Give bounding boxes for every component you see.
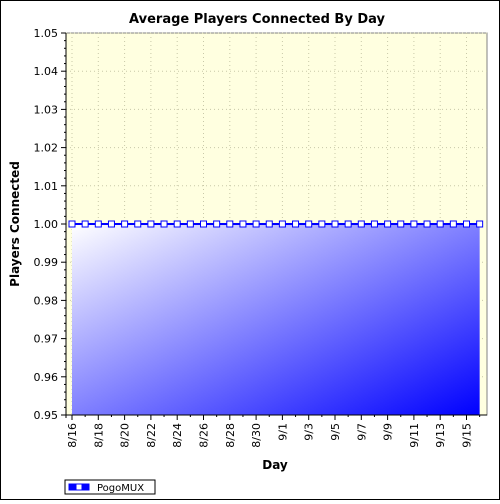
data-point	[305, 220, 313, 228]
data-point	[318, 220, 326, 228]
x-tick-label: 9/7	[355, 423, 368, 441]
y-tick-label: 0.97	[34, 333, 59, 346]
data-point	[436, 220, 444, 228]
y-tick-label: 1.01	[34, 180, 59, 193]
data-point	[449, 220, 457, 228]
y-tick-label: 0.96	[34, 371, 59, 384]
x-tick-label: 9/3	[303, 423, 316, 441]
x-tick-label: 8/24	[171, 423, 184, 448]
data-point	[94, 220, 102, 228]
x-tick-label: 9/13	[434, 423, 447, 448]
data-point	[292, 220, 300, 228]
series-area	[72, 224, 480, 415]
legend-swatch-marker	[75, 483, 83, 491]
x-tick-label: 8/16	[66, 423, 79, 448]
data-point	[160, 220, 168, 228]
x-tick-label: 8/26	[198, 423, 211, 448]
chart-title: Average Players Connected By Day	[129, 12, 385, 27]
x-axis: 8/16 8/18 8/20 8/22 8/24 8/26 8/28 8/30 9/1 9/3 9/…	[66, 414, 487, 448]
data-point	[278, 220, 286, 228]
data-point	[173, 220, 181, 228]
data-point	[397, 220, 405, 228]
x-tick-label: 8/18	[92, 423, 105, 448]
data-point	[357, 220, 365, 228]
x-tick-label: 9/11	[408, 423, 421, 448]
data-point	[121, 220, 129, 228]
y-tick-label: 1.03	[34, 103, 59, 116]
y-tick-label: 1.04	[34, 65, 59, 78]
data-point	[265, 220, 273, 228]
x-tick-label: 8/22	[145, 423, 158, 448]
data-point	[213, 220, 221, 228]
data-point	[252, 220, 260, 228]
legend: PogoMUX	[64, 479, 156, 495]
data-point	[134, 220, 142, 228]
legend-swatch-pogomux	[68, 483, 90, 491]
legend-label-pogomux: PogoMUX	[97, 483, 144, 494]
data-point	[331, 220, 339, 228]
data-point	[107, 220, 115, 228]
x-tick-label: 8/20	[119, 423, 132, 448]
data-point	[226, 220, 234, 228]
x-tick-label: 9/15	[461, 423, 474, 448]
y-tick-label: 0.99	[34, 256, 59, 269]
data-point	[68, 220, 76, 228]
x-tick-label: 8/28	[224, 423, 237, 448]
data-point	[81, 220, 89, 228]
data-point	[200, 220, 207, 228]
x-axis-title: Day	[262, 458, 288, 472]
y-tick-label: 1.05	[34, 27, 59, 40]
data-point	[476, 220, 484, 228]
x-tick-label: 9/9	[382, 423, 395, 441]
data-point	[423, 220, 431, 228]
y-tick-label: 1.02	[34, 142, 59, 155]
y-axis: 0.95 0.96 0.97 0.98 0.99 1.00 1.01 1.02 1.03 1.04…	[34, 27, 67, 422]
y-axis-title: Players Connected	[8, 161, 22, 287]
data-point	[384, 220, 392, 228]
data-point	[239, 220, 247, 228]
x-tick-label: 8/30	[250, 423, 263, 448]
series-line	[68, 220, 484, 228]
data-point	[463, 220, 470, 228]
y-tick-label: 1.00	[34, 218, 59, 231]
data-point	[344, 220, 352, 228]
data-point	[147, 220, 155, 228]
data-point	[186, 220, 194, 228]
data-point	[370, 220, 378, 228]
y-tick-label: 0.95	[34, 409, 59, 422]
y-tick-label: 0.98	[34, 294, 59, 307]
x-tick-label: 9/5	[329, 423, 342, 441]
x-tick-label: 9/1	[276, 423, 289, 441]
data-point	[410, 220, 418, 228]
